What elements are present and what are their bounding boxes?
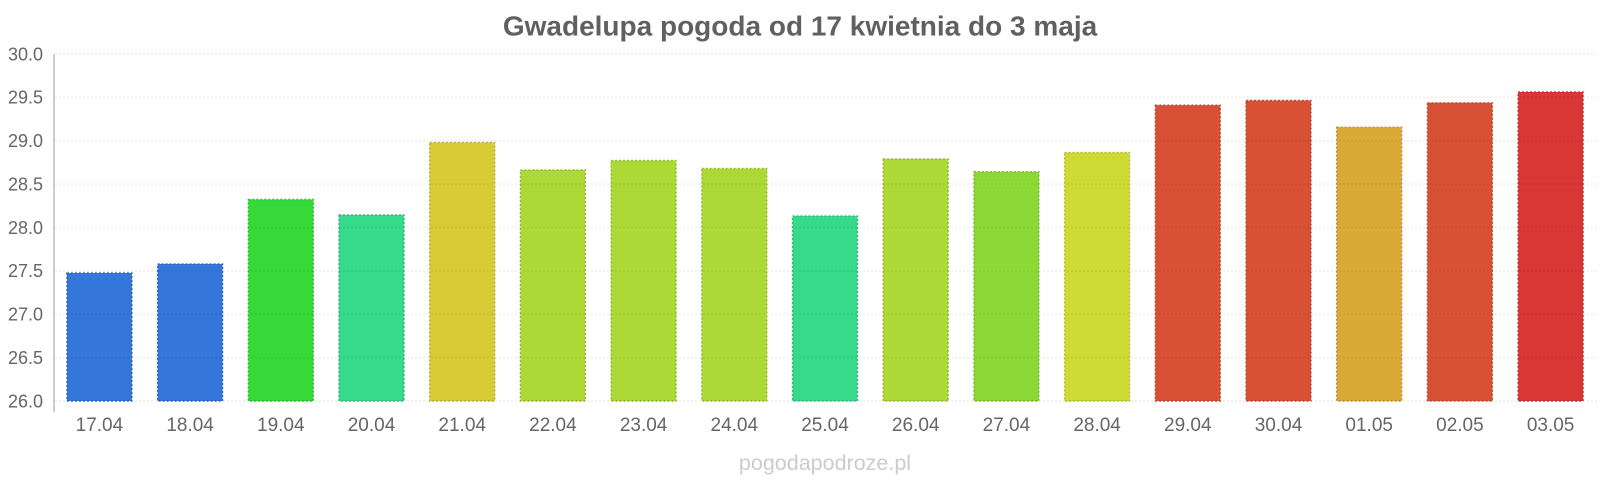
svg-text:28.04: 28.04	[1073, 415, 1121, 436]
svg-text:29.5: 29.5	[8, 88, 43, 108]
svg-text:17.04: 17.04	[76, 415, 124, 436]
svg-text:27.04: 27.04	[983, 415, 1031, 436]
svg-text:18.04: 18.04	[166, 415, 214, 436]
svg-text:26.5: 26.5	[8, 348, 43, 368]
svg-text:25.04: 25.04	[801, 415, 849, 436]
svg-text:28.5: 28.5	[8, 174, 43, 194]
svg-text:22.04: 22.04	[529, 415, 577, 436]
svg-text:03.05: 03.05	[1527, 415, 1575, 436]
svg-text:26.04: 26.04	[892, 415, 940, 436]
svg-text:28.0: 28.0	[8, 218, 43, 238]
svg-text:02.05: 02.05	[1436, 415, 1484, 436]
svg-text:20.04: 20.04	[348, 415, 396, 436]
svg-text:30.04: 30.04	[1255, 415, 1303, 436]
svg-text:23.04: 23.04	[620, 415, 668, 436]
svg-text:24.04: 24.04	[711, 415, 759, 436]
svg-text:29.0: 29.0	[8, 131, 43, 151]
svg-text:30.0: 30.0	[8, 44, 43, 64]
svg-text:19.04: 19.04	[257, 415, 305, 436]
svg-text:29.04: 29.04	[1164, 415, 1212, 436]
svg-text:pogodapodroze.pl: pogodapodroze.pl	[739, 451, 911, 475]
svg-text:21.04: 21.04	[438, 415, 486, 436]
svg-text:Gwadelupa pogoda od 17 kwietni: Gwadelupa pogoda od 17 kwietnia do 3 maj…	[503, 11, 1098, 42]
svg-text:27.0: 27.0	[8, 305, 43, 325]
svg-text:01.05: 01.05	[1345, 415, 1393, 436]
svg-text:26.0: 26.0	[8, 391, 43, 411]
svg-text:27.5: 27.5	[8, 261, 43, 281]
